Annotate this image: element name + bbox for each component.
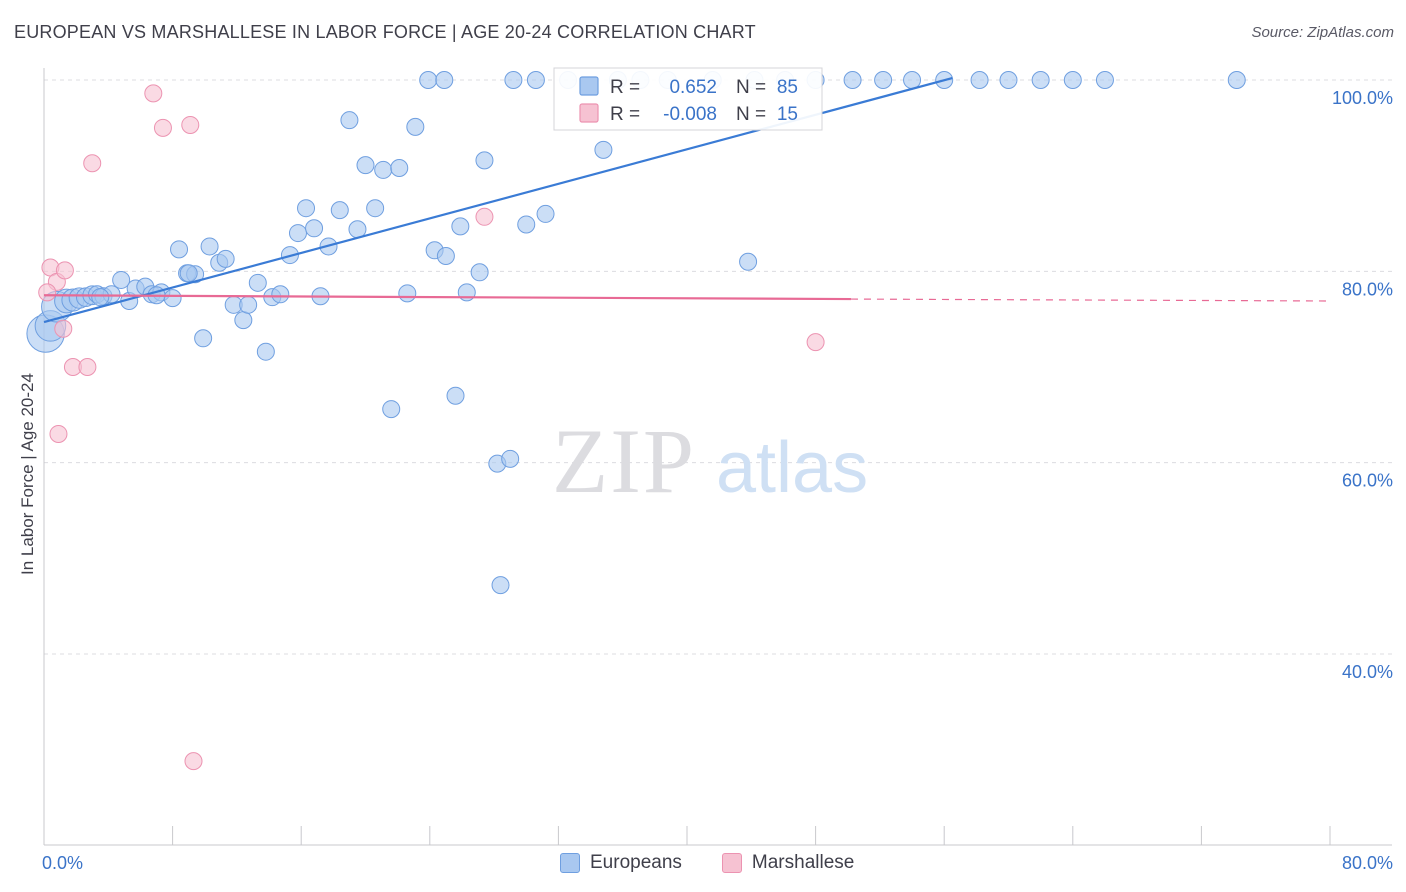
- point-europeans: [436, 247, 455, 266]
- point-europeans: [163, 289, 182, 308]
- point-europeans: [297, 199, 316, 218]
- point-europeans: [179, 264, 198, 283]
- point-europeans: [340, 111, 359, 130]
- point-europeans: [517, 215, 536, 234]
- point-europeans: [170, 240, 189, 259]
- point-europeans: [239, 295, 258, 314]
- point-europeans: [1031, 71, 1050, 89]
- point-europeans: [903, 71, 922, 89]
- point-europeans: [536, 204, 555, 223]
- stats-box-frame: [553, 67, 823, 131]
- point-europeans: [406, 117, 425, 136]
- point-europeans: [305, 219, 324, 238]
- point-marshallese: [83, 154, 102, 173]
- point-europeans: [382, 400, 401, 419]
- point-europeans: [366, 199, 385, 218]
- point-marshallese: [153, 118, 172, 137]
- point-europeans: [970, 71, 989, 89]
- point-marshallese: [54, 319, 73, 338]
- point-europeans: [356, 156, 375, 175]
- point-europeans: [501, 449, 520, 468]
- point-europeans: [256, 342, 275, 361]
- point-europeans: [374, 160, 393, 179]
- stats-n-value: 85: [777, 77, 798, 98]
- stats-swatch: [579, 76, 599, 96]
- stats-n-label: N =: [736, 104, 766, 125]
- point-europeans: [451, 217, 470, 236]
- y-tick-label: 80.0%: [1342, 279, 1393, 299]
- point-europeans: [200, 237, 219, 256]
- stats-swatch: [579, 103, 599, 123]
- x-tick-label-min: 0.0%: [42, 853, 83, 873]
- legend-swatch-marshallese: [721, 853, 742, 873]
- point-europeans: [1095, 71, 1114, 89]
- point-europeans: [504, 71, 523, 89]
- point-europeans: [874, 71, 893, 89]
- stats-r-label: R =: [610, 77, 640, 98]
- point-marshallese: [49, 424, 68, 443]
- trend-line-marshallese-extension: [850, 298, 1331, 302]
- point-marshallese: [806, 333, 825, 352]
- point-europeans: [475, 151, 494, 170]
- point-europeans: [446, 386, 465, 405]
- legend: Europeans Marshallese: [560, 852, 854, 874]
- x-tick-label-max: 80.0%: [1342, 853, 1393, 873]
- stats-n-label: N =: [736, 77, 766, 98]
- point-marshallese: [475, 207, 494, 226]
- point-marshallese: [181, 115, 200, 134]
- series-marshallese: [38, 84, 825, 771]
- legend-item-marshallese[interactable]: Marshallese: [721, 852, 855, 874]
- stats-n-value: 15: [777, 104, 798, 125]
- point-europeans: [1227, 71, 1246, 89]
- point-europeans: [330, 201, 349, 220]
- legend-item-europeans[interactable]: Europeans: [560, 852, 682, 874]
- point-europeans: [271, 285, 290, 304]
- stats-box: R = 0.652 N = 85 R = -0.008 N = 15: [553, 67, 823, 131]
- point-europeans: [216, 249, 235, 268]
- point-europeans: [194, 329, 213, 348]
- axes: [43, 68, 1392, 846]
- point-europeans: [435, 71, 454, 89]
- point-europeans: [234, 311, 253, 330]
- chart-title: EUROPEAN VS MARSHALLESE IN LABOR FORCE |…: [14, 22, 756, 42]
- y-tick-label: 40.0%: [1342, 662, 1393, 682]
- point-marshallese: [38, 283, 57, 302]
- point-europeans: [248, 273, 267, 292]
- legend-label-marshallese: Marshallese: [751, 852, 855, 873]
- point-europeans: [112, 270, 131, 289]
- stats-r-value: 0.652: [669, 77, 717, 98]
- point-europeans: [288, 224, 307, 243]
- chart-source: Source: ZipAtlas.com: [1251, 24, 1394, 41]
- watermark: ZIP atlas: [552, 410, 868, 512]
- series-europeans: [26, 71, 1246, 595]
- point-europeans: [491, 576, 510, 595]
- point-europeans: [390, 159, 409, 178]
- stats-r-label: R =: [610, 104, 640, 125]
- y-tick-label: 60.0%: [1342, 471, 1393, 491]
- point-europeans: [470, 263, 489, 282]
- legend-label-europeans: Europeans: [590, 852, 682, 873]
- point-europeans: [526, 71, 545, 89]
- point-europeans: [419, 71, 438, 89]
- point-marshallese: [78, 358, 97, 376]
- trend-line-marshallese: [43, 294, 851, 301]
- point-europeans: [1063, 71, 1082, 89]
- tick-labels: 40.0% 60.0% 80.0% 100.0% 0.0% 80.0%: [42, 88, 1393, 873]
- point-europeans: [739, 252, 758, 271]
- point-europeans: [594, 140, 613, 159]
- point-europeans: [843, 71, 862, 89]
- point-marshallese: [144, 84, 163, 103]
- watermark-atlas: atlas: [716, 428, 868, 508]
- point-marshallese: [184, 752, 203, 771]
- y-tick-label: 100.0%: [1332, 88, 1393, 108]
- grid-lines: [44, 79, 1392, 655]
- point-marshallese: [55, 261, 74, 280]
- point-europeans: [999, 71, 1018, 89]
- stats-r-value: -0.008: [663, 104, 717, 125]
- point-europeans: [91, 288, 110, 307]
- legend-swatch-europeans: [560, 853, 580, 873]
- point-europeans: [398, 284, 417, 303]
- watermark-zip: ZIP: [552, 410, 696, 512]
